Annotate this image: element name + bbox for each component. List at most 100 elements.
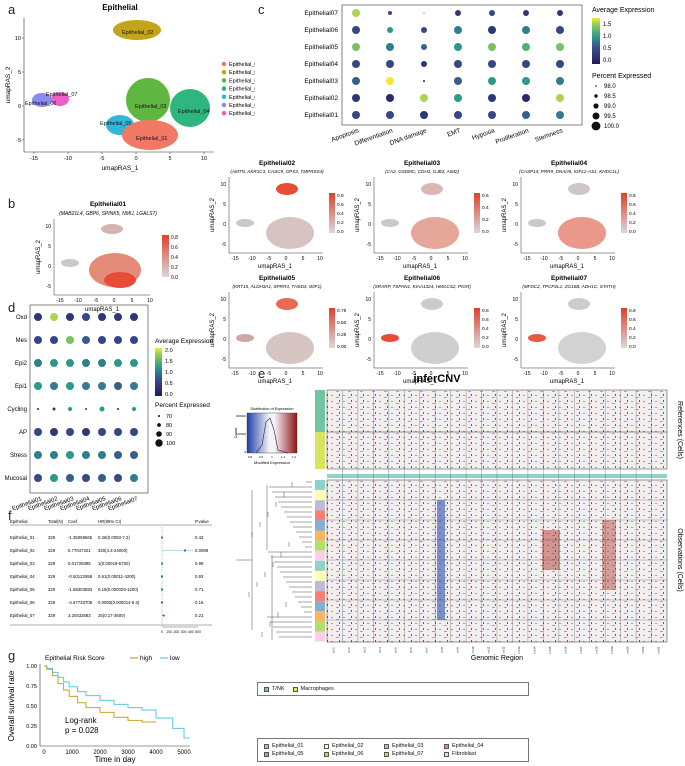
a-legend-label: Epithelial_03	[229, 78, 255, 84]
e-obs-group-bar	[315, 500, 325, 511]
d-dot	[66, 313, 74, 321]
feature-plot-epithelial04: Epithelial04 (CASP14, PRR9, DNAH5, IGFL2-…	[502, 160, 636, 270]
feature-cluster	[381, 219, 399, 227]
e-obs-group-bar	[315, 591, 325, 602]
c-dot	[352, 94, 360, 102]
e-obs-legend: Epithelial_01 Epithelial_02 Epithelial_03 E…	[257, 738, 529, 762]
f-cell: 0.0089	[195, 548, 209, 553]
feature-xtick: -15	[376, 371, 383, 377]
e-obs-legend-item: Epithelial_01	[264, 743, 316, 749]
f-cell: 0.61(0.00011-4200)	[98, 574, 136, 579]
f-xtick: 300	[181, 630, 187, 634]
c-leg2-dot	[595, 85, 597, 87]
g-pvalue: p = 0.028	[65, 726, 99, 735]
feature-genes: (AMTN, AKR1C3, CASC9, GPX3, TMPRSS4)	[230, 169, 324, 174]
feature-ytick: 0	[223, 222, 226, 228]
a-xtick: 0	[134, 156, 137, 162]
feature-xtick: -10	[248, 256, 255, 262]
feature-ytick: 10	[512, 182, 518, 188]
feature-ytick: 5	[223, 202, 226, 208]
feature-cluster	[558, 332, 606, 364]
label-epithelial-03: Epithelial_03	[135, 104, 167, 110]
g-xlabel: Time in day	[94, 755, 135, 764]
e-obs-group-bar	[315, 530, 325, 541]
f-xtick: 500	[195, 630, 201, 634]
d-dot	[98, 336, 106, 344]
f-cell: 0.21	[195, 613, 204, 618]
feature-cbar-tick: 0.4	[482, 326, 489, 332]
d-leg1-tick: 1.0	[165, 370, 173, 376]
feature-cbar-tick: 0.6	[482, 193, 489, 199]
cluster-epithelial-03	[126, 78, 170, 122]
b-title: Epithelial01	[90, 201, 127, 208]
c-dot	[556, 43, 564, 51]
d-row-label: Cycling	[7, 407, 27, 413]
panel-f-forest: Epithelial Total(N) Coef HR(95% CI) P.value E…	[10, 519, 212, 634]
d-dot	[98, 428, 106, 436]
d-dot	[99, 406, 105, 412]
c-leg2-dot	[591, 121, 601, 131]
feature-genes: (MFDC2, TPCP2L1, ZG16B, ADH1C, STATH)	[522, 284, 616, 289]
e-chrom-label: chr5	[394, 647, 398, 653]
d-dot	[34, 336, 42, 344]
f-cell: 0.43	[195, 535, 204, 540]
e-chrom-label: chr4	[378, 647, 382, 653]
e-chrom-label: chr18	[594, 646, 598, 653]
feature-ytick: -5	[514, 242, 519, 248]
feature-ylabel: umapRAS_2	[210, 312, 216, 347]
e-obs-group-bar	[315, 570, 325, 581]
d-dot	[50, 313, 58, 321]
feature-cluster	[236, 334, 254, 342]
e-ref-bar-macrophages	[315, 432, 325, 469]
feature-cluster	[276, 183, 298, 195]
feature-ytick: 5	[515, 317, 518, 323]
e-obs-group-bar	[315, 601, 325, 612]
g-ytick: 0.00	[26, 744, 37, 750]
c-leg2-dot	[593, 103, 599, 109]
e-chrom-label: chr17	[579, 646, 583, 653]
c-dot	[488, 94, 496, 102]
c-dot	[488, 43, 496, 51]
c-dot	[352, 9, 360, 17]
e-obs-group-bar	[315, 550, 325, 561]
d-dot	[66, 451, 74, 459]
d-dot	[114, 313, 122, 321]
feature-cbar-tick: 0.2	[482, 335, 489, 341]
feature-cbar-tick: 0.2	[629, 220, 636, 226]
e-hist-xtick: 0.9	[259, 455, 264, 459]
d-row-label: Mes	[16, 338, 27, 344]
d-dot	[52, 407, 56, 411]
feature-ytick: 5	[515, 202, 518, 208]
feature-ytick: -5	[514, 357, 519, 363]
b-ytick: 0	[48, 264, 51, 270]
d-dot	[114, 336, 122, 344]
d-dot	[130, 359, 138, 367]
d-dot	[130, 474, 138, 482]
g-xtick: 4000	[149, 750, 163, 756]
c-dot	[556, 94, 564, 102]
c-col-label: Stemness	[534, 127, 564, 144]
c-dot	[523, 10, 529, 16]
e-xlabel: Genomic Region	[471, 655, 523, 662]
feature-xlabel: umapRAS_1	[258, 264, 293, 270]
f-cell: Epithelial_03	[10, 561, 35, 566]
c-dot	[455, 10, 461, 16]
feature-xtick: -15	[231, 371, 238, 377]
d-dot	[66, 474, 74, 482]
feature-xtick: 10	[609, 371, 615, 377]
feature-xtick: 5	[447, 256, 450, 262]
c-dot	[454, 60, 462, 68]
e-hist-xtick: 0.8	[248, 455, 253, 459]
feature-ytick: 0	[368, 337, 371, 343]
e-hist-xtick: 1.1	[281, 455, 286, 459]
feature-ylabel: umapRAS_2	[355, 197, 361, 232]
e-obs-group-bar	[315, 480, 325, 491]
e-ref-legend-item: Macrophages	[292, 686, 334, 692]
feature-genes: (CASP14, PRR9, DNAH5, IGFL2-AS1, KHDC1L)	[519, 169, 619, 174]
legend-label: Epithelial_06	[332, 751, 364, 757]
g-ylabel: Overall survival rate	[7, 670, 16, 741]
feature-ytick: 10	[365, 297, 371, 303]
e-hist-ytick: 100000	[236, 432, 246, 436]
feature-ytick: -5	[367, 357, 372, 363]
